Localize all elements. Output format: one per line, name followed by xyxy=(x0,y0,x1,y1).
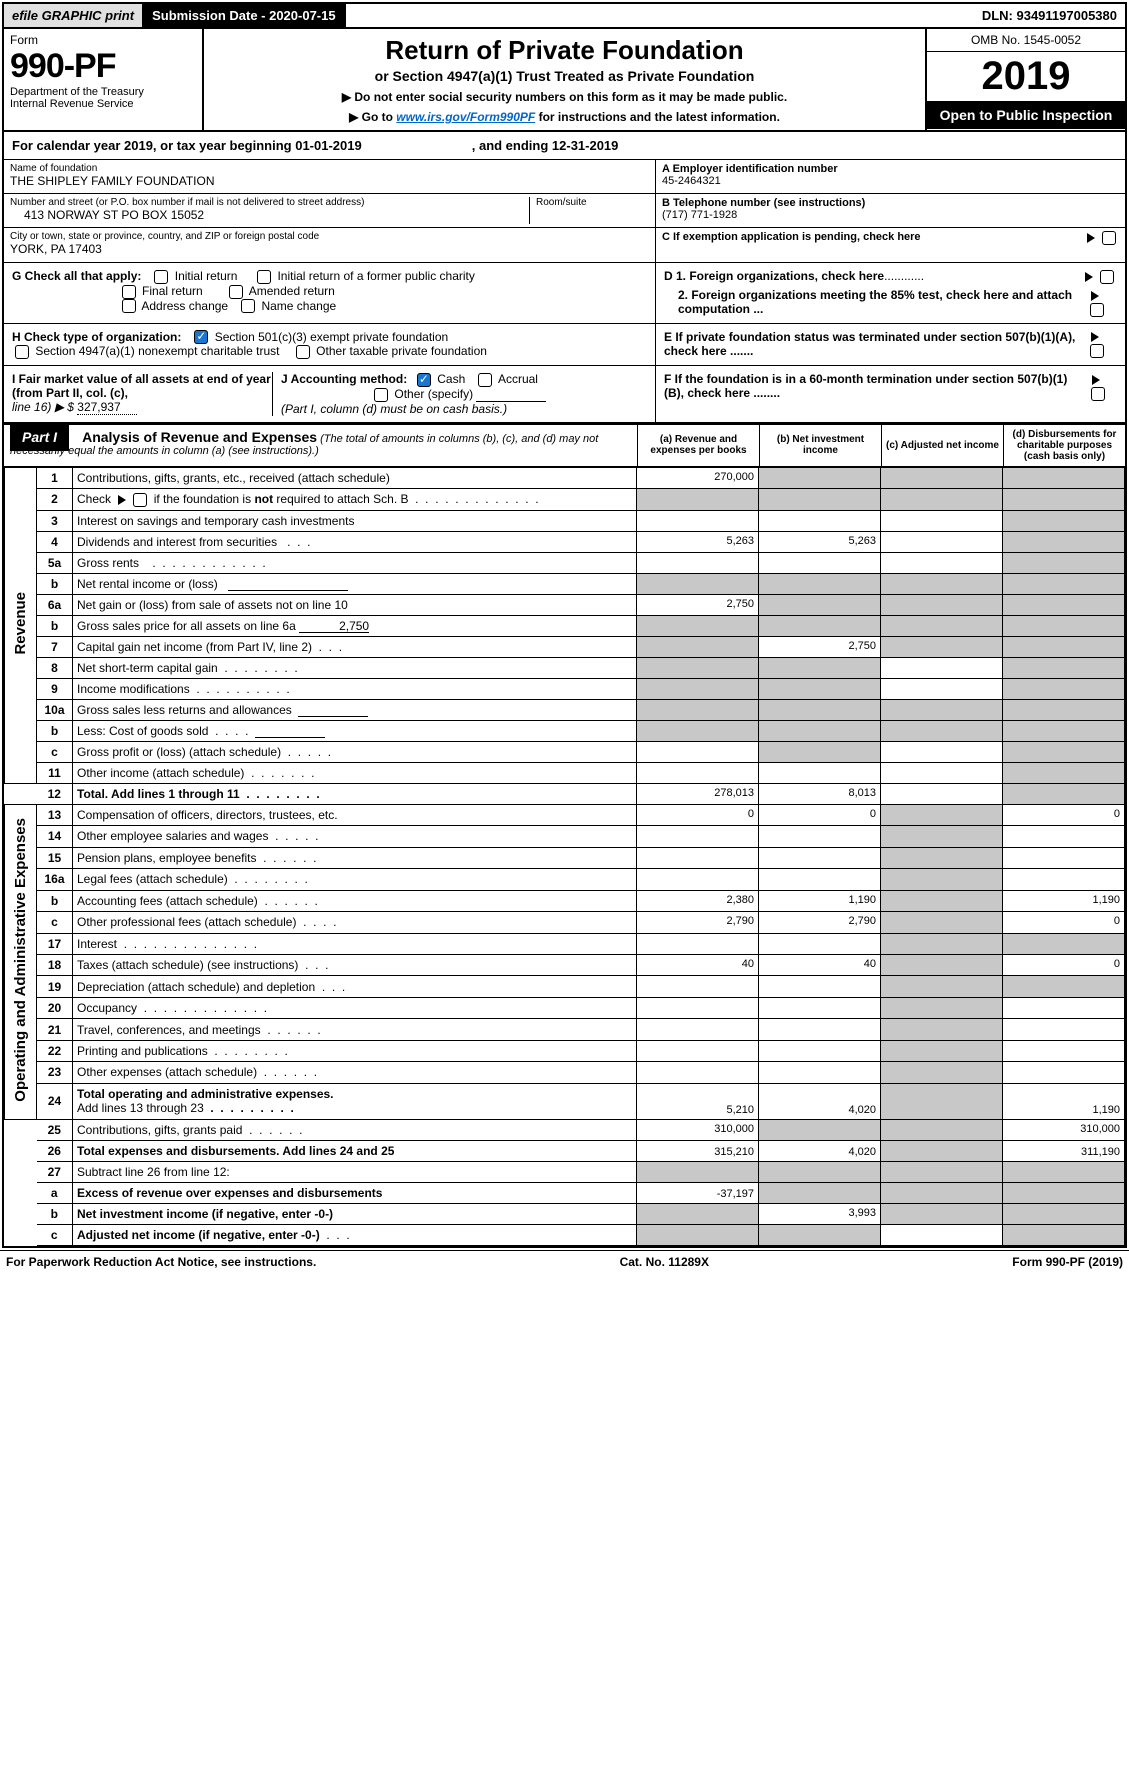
dln: DLN: 93491197005380 xyxy=(974,4,1125,27)
efile-print-button[interactable]: efile GRAPHIC print xyxy=(4,4,144,27)
sch-b-checkbox[interactable] xyxy=(133,493,147,507)
col-b-head: (b) Net investment income xyxy=(759,425,881,466)
exemption-checkbox[interactable] xyxy=(1102,231,1116,245)
form-ref: Form 990-PF (2019) xyxy=(1012,1255,1123,1269)
cash-checkbox[interactable] xyxy=(417,373,431,387)
section-g: G Check all that apply: Initial return I… xyxy=(4,263,655,323)
ssn-warning: ▶ Do not enter social security numbers o… xyxy=(210,90,919,104)
initial-return-checkbox[interactable] xyxy=(154,270,168,284)
tax-year: 2019 xyxy=(927,52,1125,101)
foreign-org-checkbox[interactable] xyxy=(1100,270,1114,284)
instructions-link-line: ▶ Go to www.irs.gov/Form990PF for instru… xyxy=(210,110,919,124)
fmv-value: 327,937 xyxy=(77,400,137,415)
submission-date: Submission Date - 2020-07-15 xyxy=(144,4,346,27)
form-label: Form xyxy=(10,33,38,47)
ein-cell: A Employer identification number 45-2464… xyxy=(656,160,1125,194)
topbar: efile GRAPHIC print Submission Date - 20… xyxy=(4,4,1125,29)
other-method-checkbox[interactable] xyxy=(374,388,388,402)
form-number: 990-PF xyxy=(10,47,196,86)
phone: (717) 771-1928 xyxy=(662,209,1119,221)
other-taxable-checkbox[interactable] xyxy=(296,345,310,359)
name-change-checkbox[interactable] xyxy=(241,299,255,313)
paperwork-notice: For Paperwork Reduction Act Notice, see … xyxy=(6,1255,316,1269)
address-cell: Number and street (or P.O. box number if… xyxy=(4,194,655,228)
calendar-year-row: For calendar year 2019, or tax year begi… xyxy=(4,132,1125,160)
analysis-table: Revenue 1Contributions, gifts, grants, e… xyxy=(4,467,1125,1246)
form-title: Return of Private Foundation xyxy=(210,35,919,66)
final-return-checkbox[interactable] xyxy=(122,285,136,299)
revenue-label: Revenue xyxy=(12,582,29,665)
city-cell: City or town, state or province, country… xyxy=(4,228,655,262)
initial-former-checkbox[interactable] xyxy=(257,270,271,284)
section-d: D 1. Foreign organizations, check here..… xyxy=(655,263,1125,323)
cat-no: Cat. No. 11289X xyxy=(620,1255,709,1269)
exemption-pending-cell: C If exemption application is pending, c… xyxy=(656,228,1125,262)
city-state-zip: YORK, PA 17403 xyxy=(10,242,649,256)
form-header: Form 990-PF Department of the Treasury I… xyxy=(4,29,1125,132)
address-change-checkbox[interactable] xyxy=(122,299,136,313)
page-footer: For Paperwork Reduction Act Notice, see … xyxy=(0,1250,1129,1273)
col-a-head: (a) Revenue and expenses per books xyxy=(637,425,759,466)
phone-cell: B Telephone number (see instructions) (7… xyxy=(656,194,1125,228)
omb-number: OMB No. 1545-0052 xyxy=(927,29,1125,52)
open-public: Open to Public Inspection xyxy=(927,101,1125,129)
form-subtitle: or Section 4947(a)(1) Trust Treated as P… xyxy=(210,68,919,84)
accrual-checkbox[interactable] xyxy=(478,373,492,387)
foundation-name-cell: Name of foundation THE SHIPLEY FAMILY FO… xyxy=(4,160,655,194)
foundation-name: THE SHIPLEY FAMILY FOUNDATION xyxy=(10,174,649,188)
street-address: 413 NORWAY ST PO BOX 15052 xyxy=(10,208,529,222)
part-i-header: Part I Analysis of Revenue and Expenses … xyxy=(4,423,1125,467)
col-c-head: (c) Adjusted net income xyxy=(881,425,1003,466)
col-d-head: (d) Disbursements for charitable purpose… xyxy=(1003,425,1125,466)
dept-line1: Department of the Treasury xyxy=(10,86,196,98)
dept-line2: Internal Revenue Service xyxy=(10,98,196,110)
expenses-label: Operating and Administrative Expenses xyxy=(12,808,29,1112)
section-i-j: I Fair market value of all assets at end… xyxy=(4,366,655,422)
irs-link[interactable]: www.irs.gov/Form990PF xyxy=(396,110,535,124)
status-terminated-checkbox[interactable] xyxy=(1090,344,1104,358)
foreign-85-checkbox[interactable] xyxy=(1090,303,1104,317)
60month-checkbox[interactable] xyxy=(1091,387,1105,401)
section-e: E If private foundation status was termi… xyxy=(655,324,1125,366)
501c3-checkbox[interactable] xyxy=(194,330,208,344)
section-h: H Check type of organization: Section 50… xyxy=(4,324,655,366)
ein: 45-2464321 xyxy=(662,175,1119,187)
form-container: efile GRAPHIC print Submission Date - 20… xyxy=(2,2,1127,1248)
4947a1-checkbox[interactable] xyxy=(15,345,29,359)
section-f: F If the foundation is in a 60-month ter… xyxy=(655,366,1125,422)
amended-return-checkbox[interactable] xyxy=(229,285,243,299)
